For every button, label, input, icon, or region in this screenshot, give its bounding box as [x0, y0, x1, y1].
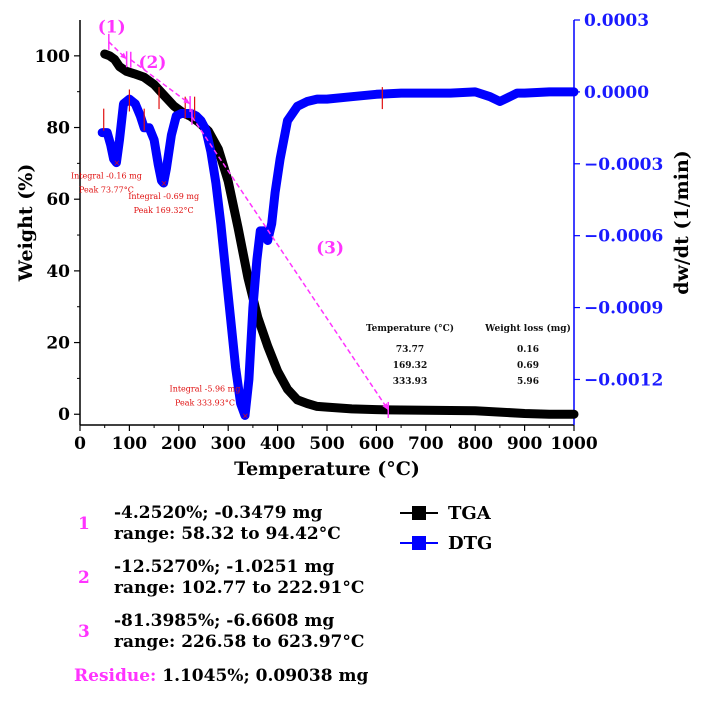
y-right-axis-title: dw/dt (1/min): [671, 150, 693, 295]
y-left-tick-label: 80: [46, 119, 70, 139]
residue-line: Residue: 1.1045%; 0.09038 mg: [74, 666, 368, 686]
x-tick-label: 400: [260, 434, 296, 454]
table-cell: 73.77: [396, 345, 424, 355]
peak-temperature-label: Peak 169.32°C: [134, 206, 194, 215]
step-number: 3: [78, 622, 90, 642]
legend-label-tga: TGA: [448, 502, 491, 524]
table-header: Temperature (°C): [366, 323, 454, 334]
y-left-tick-label: 40: [46, 262, 70, 282]
step-detail-3: 3 -81.3985%; -6.6608 mg range: 226.58 to…: [78, 611, 364, 653]
peak-marker: ×: [161, 179, 168, 188]
step-arrow-head: [382, 403, 389, 410]
step-detail-1: 1 -4.2520%; -0.3479 mg range: 58.32 to 9…: [78, 503, 364, 545]
step-detail-2: 2 -12.5270%; -1.0251 mg range: 102.77 to…: [78, 557, 364, 599]
table-cell: 0.16: [517, 345, 539, 355]
peak-marker: ×: [113, 159, 120, 168]
y-right-tick-label: −0.0006: [584, 227, 663, 247]
residue-label: Residue:: [74, 666, 157, 686]
peak-temperature-label: Peak 73.77°C: [79, 186, 134, 195]
step-arrow: [130, 59, 191, 105]
series-line-tga: [100, 49, 579, 419]
y-left-axis-title: Weight (%): [15, 164, 37, 283]
peak-integral-label: Integral -0.16 mg: [71, 172, 142, 181]
y-right-tick-label: 0.0003: [584, 11, 649, 31]
step-arrow-head: [183, 98, 191, 105]
step-arrow-head: [120, 52, 127, 60]
y-left-tick-label: 100: [35, 47, 71, 67]
step-number: 1: [78, 514, 90, 534]
table-header: Weight loss (mg): [484, 323, 571, 334]
peak-marker: ×: [242, 411, 249, 420]
step-range: range: 102.77 to 222.91°C: [114, 578, 365, 598]
step-number: 2: [78, 568, 90, 588]
residue-value: 1.1045%; 0.09038 mg: [162, 666, 369, 686]
x-tick-label: 700: [408, 434, 444, 454]
peak-integral-label: Integral -5.96 mg: [170, 384, 241, 393]
x-tick-label: 200: [161, 434, 197, 454]
step-range: range: 226.58 to 623.97°C: [114, 632, 365, 652]
y-right-tick-label: 0.0000: [584, 83, 649, 103]
x-tick-label: 300: [210, 434, 246, 454]
x-tick-label: 600: [359, 434, 395, 454]
x-tick-label: 1000: [550, 434, 597, 454]
legend-swatch-dtg: [400, 536, 438, 550]
series-line-dtg: [97, 87, 579, 420]
table-cell: 5.96: [517, 377, 539, 387]
table-cell: 0.69: [517, 361, 539, 371]
x-tick-label: 500: [309, 434, 345, 454]
step-details: 1 -4.2520%; -0.3479 mg range: 58.32 to 9…: [78, 503, 364, 665]
x-axis-title: Temperature (°C): [234, 458, 420, 480]
x-tick-label: 100: [112, 434, 148, 454]
step-arrow: [191, 116, 389, 411]
y-left-tick-label: 20: [46, 334, 70, 354]
table-cell: 333.93: [393, 377, 427, 387]
peak-temperature-label: Peak 333.93°C: [175, 398, 235, 407]
legend-swatch-tga: [400, 506, 438, 520]
step-label: (1): [98, 18, 126, 38]
y-right-tick-label: −0.0009: [584, 299, 663, 319]
step-label: (2): [138, 53, 166, 73]
legend-item-dtg: DTG: [400, 528, 492, 558]
step-label: (3): [316, 238, 344, 258]
step-loss: -12.5270%; -1.0251 mg: [114, 557, 335, 577]
legend-label-dtg: DTG: [448, 532, 493, 554]
peak-integral-label: Integral -0.69 mg: [128, 192, 199, 201]
y-left-tick-label: 60: [46, 190, 70, 210]
x-tick-label: 900: [507, 434, 543, 454]
x-tick-label: 0: [74, 434, 86, 454]
legend-item-tga: TGA: [400, 498, 492, 528]
y-right-tick-label: −0.0003: [584, 155, 663, 175]
step-range: range: 58.32 to 94.42°C: [114, 524, 341, 544]
step-loss: -4.2520%; -0.3479 mg: [114, 503, 323, 523]
y-left-tick-label: 0: [58, 405, 70, 425]
tga-dtg-chart: 0 100 200 300 400 500 600 700 800 900 1000 0 20 40 60 8…: [15, 11, 693, 480]
y-right-tick-label: −0.0012: [584, 370, 663, 390]
chart-legend: TGA DTG: [400, 498, 492, 558]
table-cell: 169.32: [393, 361, 427, 371]
x-tick-label: 800: [457, 434, 493, 454]
step-loss: -81.3985%; -6.6608 mg: [114, 611, 335, 631]
